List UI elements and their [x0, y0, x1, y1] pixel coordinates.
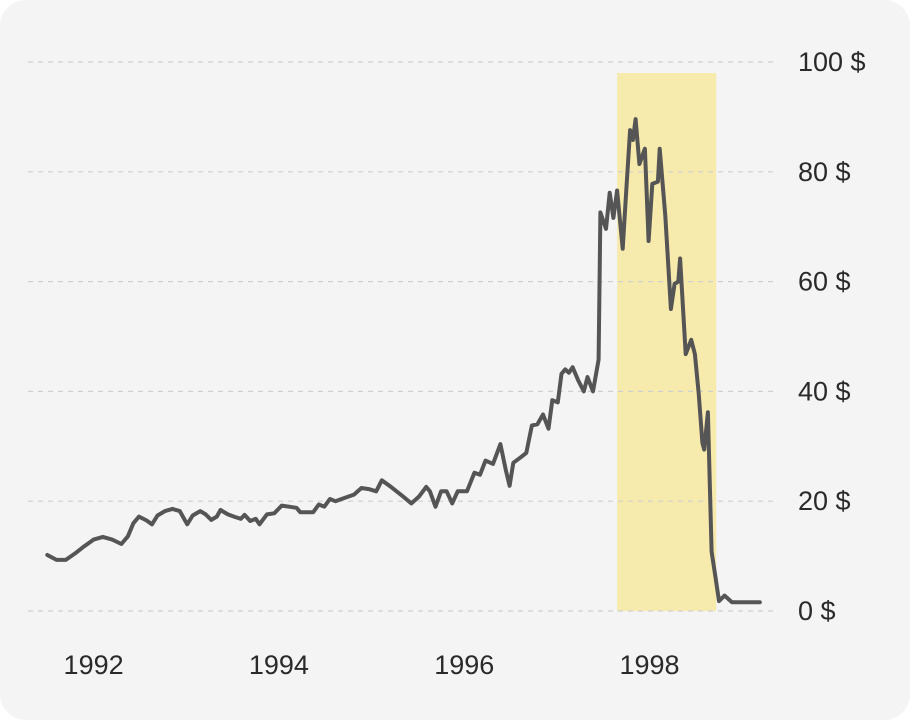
y-tick-label: 20 $ [798, 486, 851, 516]
y-tick-label: 0 $ [798, 596, 836, 626]
price-series-line [45, 117, 762, 605]
y-tick-label: 80 $ [798, 157, 851, 187]
y-tick-label: 100 $ [798, 47, 866, 77]
x-tick-label: 1996 [434, 650, 494, 680]
x-tick-label: 1992 [64, 650, 124, 680]
x-tick-label: 1998 [620, 650, 680, 680]
x-tick-label: 1994 [249, 650, 309, 680]
highlight-band [617, 72, 717, 612]
y-tick-label: 60 $ [798, 267, 851, 297]
y-tick-label: 40 $ [798, 376, 851, 406]
